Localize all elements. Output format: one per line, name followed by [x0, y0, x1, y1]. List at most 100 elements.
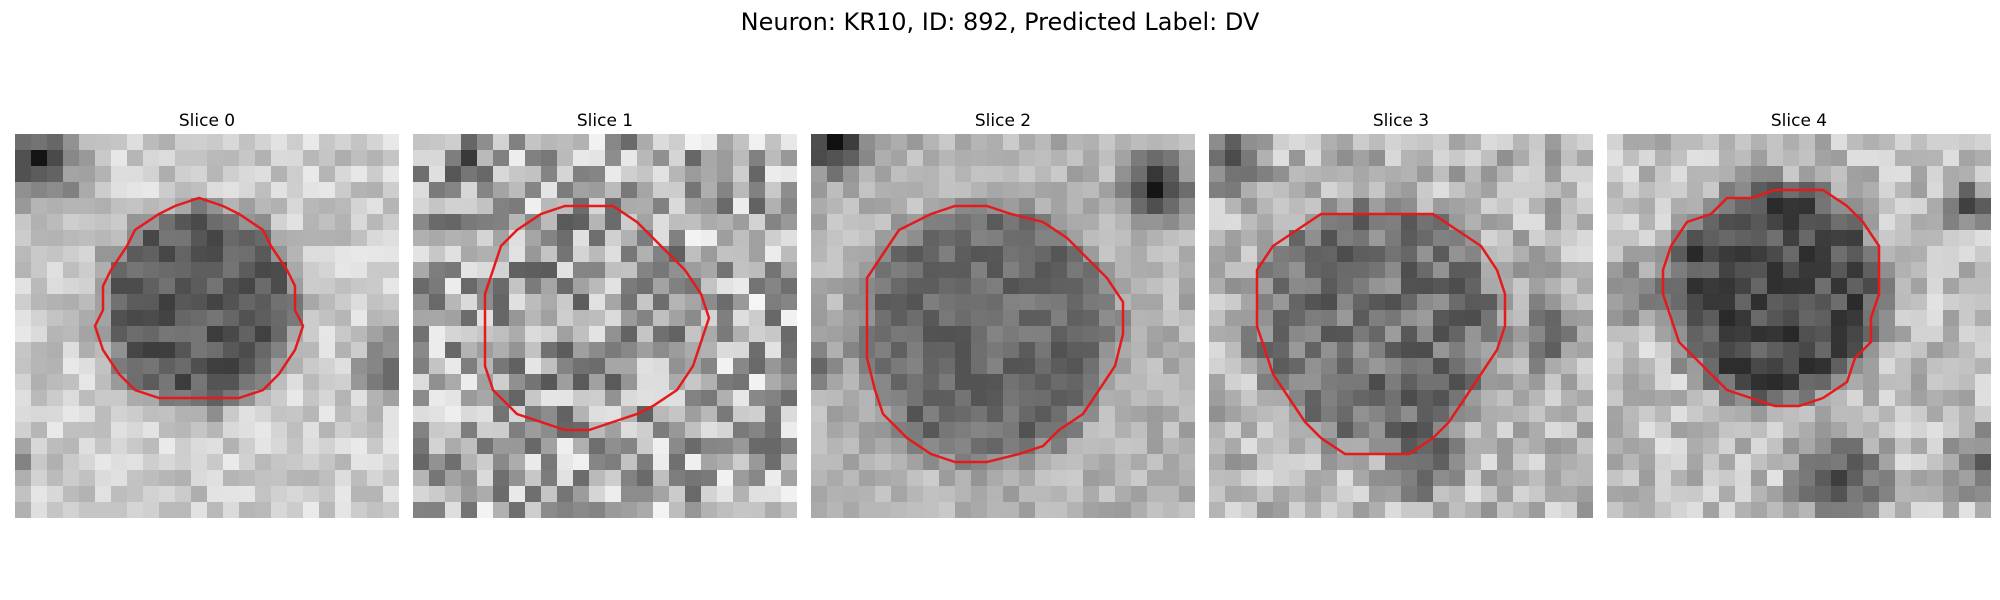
pixel	[1943, 470, 1960, 487]
pixel	[1671, 502, 1688, 518]
pixel	[1607, 310, 1624, 327]
pixel	[557, 438, 574, 455]
pixel	[1385, 310, 1402, 327]
pixel	[335, 406, 352, 423]
pixel	[383, 198, 399, 215]
pixel	[1273, 214, 1290, 231]
pixel	[111, 166, 128, 183]
pixel	[1767, 150, 1784, 167]
pixel	[1163, 214, 1180, 231]
pixel	[335, 262, 352, 279]
pixel	[1067, 374, 1084, 391]
pixel	[303, 310, 320, 327]
pixel	[1385, 150, 1402, 167]
pixel	[1209, 278, 1226, 295]
pixel	[1147, 390, 1164, 407]
pixel	[1385, 438, 1402, 455]
pixel	[303, 230, 320, 247]
pixel	[367, 486, 384, 503]
pixel	[987, 294, 1004, 311]
pixel	[31, 358, 48, 375]
pixel	[1465, 422, 1482, 439]
pixel	[859, 470, 876, 487]
pixel	[509, 310, 526, 327]
pixel	[573, 166, 590, 183]
pixel	[31, 406, 48, 423]
pixel	[413, 198, 430, 215]
pixel	[1687, 358, 1704, 375]
pixel	[1767, 502, 1784, 518]
pixel	[1975, 358, 1991, 375]
pixel	[1751, 422, 1768, 439]
pixel	[701, 438, 718, 455]
pixel	[509, 342, 526, 359]
pixel	[1179, 198, 1195, 215]
pixel	[1513, 470, 1530, 487]
pixel	[955, 134, 972, 151]
pixel	[367, 310, 384, 327]
pixel	[1879, 214, 1896, 231]
pixel	[781, 166, 797, 183]
pixel	[1003, 438, 1020, 455]
pixel	[1179, 230, 1195, 247]
pixel	[223, 454, 240, 471]
pixel	[1241, 502, 1258, 518]
pixel	[493, 406, 510, 423]
pixel	[971, 326, 988, 343]
pixel	[445, 358, 462, 375]
pixel	[1623, 406, 1640, 423]
pixel	[1639, 198, 1656, 215]
pixel	[573, 310, 590, 327]
pixel	[811, 214, 828, 231]
pixel	[1067, 486, 1084, 503]
pixel	[47, 358, 64, 375]
pixel	[653, 326, 670, 343]
pixel	[1529, 294, 1546, 311]
pixel	[1131, 150, 1148, 167]
pixel	[1019, 374, 1036, 391]
pixel	[891, 374, 908, 391]
pixel	[955, 182, 972, 199]
pixel	[255, 294, 272, 311]
pixel	[781, 182, 797, 199]
pixel	[429, 246, 446, 263]
pixel	[477, 470, 494, 487]
pixel	[1369, 470, 1386, 487]
pixel	[1577, 150, 1593, 167]
pixel	[1767, 246, 1784, 263]
pixel	[207, 470, 224, 487]
pixel	[509, 326, 526, 343]
pixel	[1401, 134, 1418, 151]
pixel	[335, 198, 352, 215]
pixel	[653, 150, 670, 167]
pixel	[1671, 198, 1688, 215]
pixel	[1257, 486, 1274, 503]
pixel	[429, 454, 446, 471]
pixel	[1401, 230, 1418, 247]
pixel	[1943, 406, 1960, 423]
pixel	[781, 134, 797, 151]
pixel	[1639, 406, 1656, 423]
pixel	[367, 358, 384, 375]
pixel	[1943, 262, 1960, 279]
pixel	[413, 454, 430, 471]
pixel	[1815, 326, 1832, 343]
pixel	[351, 166, 368, 183]
pixel	[1179, 374, 1195, 391]
pixel	[1083, 374, 1100, 391]
pixel	[1529, 246, 1546, 263]
pixel	[1147, 262, 1164, 279]
pixel	[413, 470, 430, 487]
pixel	[15, 198, 32, 215]
pixel	[955, 342, 972, 359]
pixel	[239, 422, 256, 439]
pixel	[1513, 438, 1530, 455]
pixel	[239, 246, 256, 263]
pixel	[525, 166, 542, 183]
pixel	[1577, 246, 1593, 263]
pixel	[1147, 502, 1164, 518]
pixel	[367, 406, 384, 423]
pixel	[1767, 166, 1784, 183]
pixel	[573, 326, 590, 343]
pixel	[1607, 358, 1624, 375]
